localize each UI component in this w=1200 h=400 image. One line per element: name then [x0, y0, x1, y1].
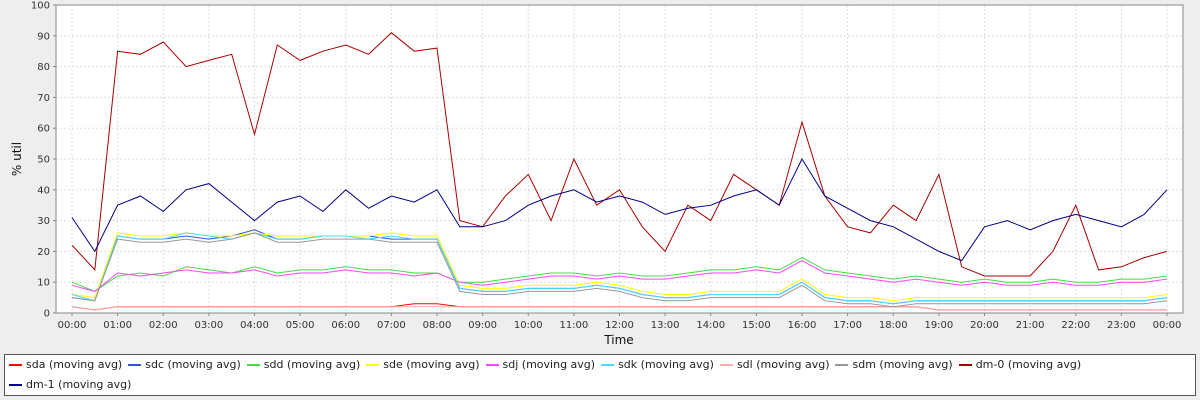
- legend-label: sdl (moving avg): [736, 358, 830, 371]
- legend-swatch: [9, 384, 22, 386]
- x-tick-label: 05:00: [286, 320, 315, 331]
- legend-label: sdc (moving avg): [145, 358, 241, 371]
- legend-swatch: [485, 364, 499, 366]
- legend-label: dm-0 (moving avg): [975, 358, 1082, 371]
- legend-label: dm-1 (moving avg): [26, 378, 132, 391]
- series-line-6: [71, 306, 1167, 311]
- legend: sda (moving avg) sdc (moving avg) sdd (mov…: [4, 354, 1196, 396]
- legend-item: sdl (moving avg): [719, 357, 830, 373]
- legend-swatch: [9, 364, 22, 366]
- x-tick-label: 20:00: [970, 320, 999, 331]
- x-tick-label: 17:00: [833, 320, 862, 331]
- line-chart: 0 10 20 30 40 50 60 70 80 90 100 00:00 01:00 02:00 03…: [10, 1, 1184, 347]
- y-tick-label: 40: [37, 185, 50, 196]
- series-line-7: [71, 232, 1168, 308]
- legend-label: sdk (moving avg): [618, 358, 714, 371]
- x-tick-label: 03:00: [194, 320, 223, 331]
- legend-item: sdd (moving avg): [246, 357, 361, 373]
- legend-swatch: [719, 364, 733, 366]
- x-tick-label: 23:00: [1107, 320, 1136, 331]
- x-tick-label: 08:00: [423, 320, 452, 331]
- x-tick-label: 00:00: [58, 320, 87, 331]
- legend-item: sdm (moving avg): [835, 357, 953, 373]
- x-tick-label: 11:00: [559, 320, 588, 331]
- x-tick-label: 16:00: [788, 320, 817, 331]
- y-axis: 0 10 20 30 40 50 60 70 80 90 100: [31, 1, 56, 320]
- y-tick-label: 100: [31, 1, 50, 12]
- legend-item: sdk (moving avg): [601, 357, 714, 373]
- series-line-4: [71, 260, 1168, 292]
- x-tick-label: 02:00: [149, 320, 178, 331]
- x-tick-label: 19:00: [924, 320, 953, 331]
- x-tick-label: 00:00: [1153, 320, 1182, 331]
- y-tick-label: 10: [37, 278, 50, 289]
- y-axis-title: % util: [10, 142, 24, 176]
- legend-swatch: [246, 364, 260, 366]
- x-tick-label: 01:00: [103, 320, 132, 331]
- legend-swatch: [128, 364, 142, 366]
- y-tick-label: 80: [37, 62, 50, 73]
- legend-swatch: [958, 364, 972, 366]
- y-tick-label: 90: [37, 31, 50, 42]
- legend-item: sda (moving avg): [9, 357, 122, 373]
- x-tick-label: 21:00: [1016, 320, 1045, 331]
- y-tick-label: 50: [37, 155, 50, 166]
- legend-item: dm-0 (moving avg): [958, 357, 1082, 373]
- x-tick-label: 04:00: [240, 320, 269, 331]
- legend-label: sde (moving avg): [383, 358, 480, 371]
- legend-swatch: [835, 364, 849, 366]
- y-tick-label: 0: [44, 309, 50, 320]
- y-tick-label: 70: [37, 93, 50, 104]
- x-tick-label: 10:00: [514, 320, 543, 331]
- x-tick-label: 15:00: [742, 320, 771, 331]
- series-line-9: [71, 157, 1168, 262]
- x-tick-label: 18:00: [879, 320, 908, 331]
- legend-label: sdd (moving avg): [263, 358, 361, 371]
- legend-swatch: [366, 364, 380, 366]
- x-tick-label: 12:00: [605, 320, 634, 331]
- x-tick-label: 07:00: [377, 320, 406, 331]
- legend-label: sda (moving avg): [26, 358, 123, 371]
- x-tick-label: 06:00: [331, 320, 360, 331]
- x-tick-label: 22:00: [1061, 320, 1090, 331]
- x-tick-label: 09:00: [468, 320, 497, 331]
- legend-label: sdj (moving avg): [502, 358, 596, 371]
- y-tick-label: 30: [37, 216, 50, 227]
- legend-label: sdm (moving avg): [852, 358, 953, 371]
- y-tick-label: 60: [37, 124, 50, 135]
- x-axis: 00:00 01:00 02:00 03:00 04:00 05:00 06:00 07:00…: [58, 313, 1182, 331]
- series-line-8: [71, 32, 1168, 277]
- legend-item: sdc (moving avg): [128, 357, 241, 373]
- y-tick-label: 20: [37, 247, 50, 258]
- series-line-2: [71, 257, 1168, 292]
- legend-item: sdj (moving avg): [485, 357, 596, 373]
- legend-item: dm-1 (moving avg): [9, 377, 131, 393]
- x-tick-label: 13:00: [651, 320, 680, 331]
- series-layer: [71, 32, 1168, 311]
- legend-swatch: [601, 364, 615, 366]
- legend-item: sde (moving avg): [366, 357, 480, 373]
- x-axis-title: Time: [603, 333, 633, 347]
- x-tick-label: 14:00: [696, 320, 725, 331]
